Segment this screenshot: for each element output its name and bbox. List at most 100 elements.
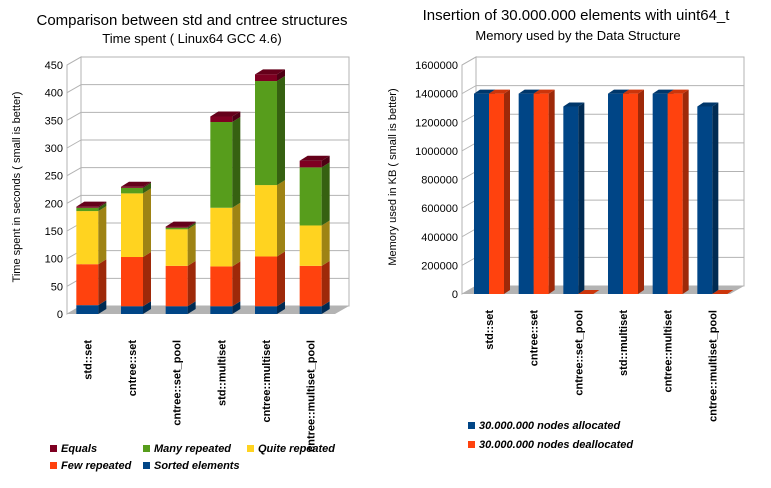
chart1-bar-segment-front [165,226,188,228]
chart1-bar-segment-side [232,301,241,314]
chart2-y-ticks: 0 200000 400000 600000 800000 1000000 1200000 1… [415,60,458,301]
chart1-bar-segment-side [321,301,330,314]
chart2-bar [489,89,510,294]
chart1-bar-segment [299,301,330,314]
chart2-bar-side [578,102,585,294]
chart1-bar-segment-front [299,265,322,307]
chart1-bar-segment-top [255,69,285,75]
chart1-gridline-side [66,139,82,149]
chart1-bar-segment-side [232,111,241,122]
chart1-bar-segment-side [143,188,151,258]
chart1-legend-item: Quite repeated [247,443,335,455]
chart2-legend-item: 30.000.000 nodes allocated [468,420,621,432]
chart1-bar-segment-side [98,201,107,208]
chart1-bar-segment-side [98,206,107,265]
chart1-bar-segment-front [210,121,233,208]
chart2-bar-front [563,106,579,294]
chart1-legend-item: Few repeated [50,460,132,472]
chart2-bar-top [712,290,734,294]
chart2-category-label: cntree::multiset_pool [707,310,719,422]
chart1-bar-segment-front [255,81,277,186]
chart2-y-tick-label: 1000000 [415,146,458,158]
chart2-gridline-side [461,199,477,209]
chart2-bar-side [712,102,719,294]
chart1-bar-segment-top [299,155,330,161]
chart1-legend-item: Sorted elements [143,460,240,472]
chart1-legend-label: Few repeated [61,460,132,472]
chart1-bar-segment [299,220,330,266]
chart1-bar-segment-front [165,227,188,230]
chart1-bar-segment-front [121,187,143,194]
chart1-bar-segment [255,251,285,307]
chart1-bars [76,69,330,314]
chart1-bar-segment-front [76,264,99,306]
chart1-bar-segment-side [98,300,107,314]
chart1-bar-segment [255,76,285,186]
chart1-bar-segment-top [76,201,107,207]
chart1-bar-segment-side [232,261,241,307]
chart1-category-label: std::multiset [216,340,228,406]
chart2-bar-top [608,89,629,94]
chart1-y-tick-label: 0 [57,309,63,321]
chart2-category-label: std::set [484,310,496,350]
chart1-bar-segment-front [121,306,143,314]
chart2-bar-front [667,93,683,294]
chart1-bar-segment-side [321,162,330,226]
chart2-legend-swatch [468,441,475,448]
chart1-bar-segment-side [187,222,196,230]
chart1-bar-segment-side [187,301,196,314]
chart1-bar-segment-front [210,306,233,314]
chart1-bar-segment [255,301,285,314]
chart1-bar-segment-front [76,206,99,208]
chart1-bar-segment [299,162,330,226]
chart1-y-tick-label: 250 [45,171,63,183]
chart1-bar-segment-front [299,306,322,314]
chart1-bar-segment-side [98,259,107,306]
chart2-bar-side [682,89,689,294]
chart1-bar-segment-front [165,265,188,307]
chart1-bar-segment-front [121,257,143,307]
chart1-bar-segment-side [277,76,285,186]
chart1-bar-segment [299,155,330,168]
chart2-gridline-side [461,142,477,152]
chart1-bar-segment-side [277,251,285,307]
chart1-bar-segment [121,188,151,258]
chart1-bar-segment-top [165,221,196,227]
chart1-bar-segment [76,202,107,212]
chart2-y-tick-label: 1600000 [415,60,458,72]
chart1-bar-segment [165,221,196,228]
chart2-legend-item: 30.000.000 nodes deallocated [468,439,633,451]
chart1-bar-segment-front [121,193,143,258]
chart1-bar-segment [76,259,107,306]
chart1-category-label: cntree::set_pool [172,340,184,426]
chart1-bar-segment-top [210,111,241,117]
chart1-gridline-side [66,167,82,177]
chart2-bar [563,102,585,294]
chart1-bar-segment-side [143,182,151,194]
chart2-bar-top [578,290,600,294]
chart2-bar-front [518,93,534,294]
chart1-bar-segment [76,300,107,314]
chart1-bar-segment-front [255,256,277,307]
chart1-y-tick-label: 150 [45,226,63,238]
chart1-legend-item: Equals [50,443,97,455]
chart1-bar-segment-front [165,229,188,266]
chart2-gridline-side [461,85,477,95]
chart1-bar-segment [76,206,107,265]
chart2-bar [712,290,734,294]
chart1-bar-segment [76,201,107,208]
chart1-y-tick-label: 350 [45,115,63,127]
chart2-y-tick-label: 1400000 [415,89,458,101]
chart1-bar-segment-front [255,306,277,314]
chart1-bar-segment-side [187,224,196,266]
chart2-bar-top [623,89,644,94]
chart1-legend-label: Quite repeated [258,443,335,455]
chart2-bar-top [652,89,674,94]
chart1-bar-segment-side [232,116,241,208]
chart2-bars [474,89,734,294]
chart2-y-tick-label: 200000 [421,260,458,272]
chart1-bar-segment-side [321,260,330,307]
chart1-y-tick-label: 300 [45,143,63,155]
chart2-legend-swatch [468,422,475,429]
chart2-title: Insertion of 30.000.000 elements with ui… [423,7,731,24]
